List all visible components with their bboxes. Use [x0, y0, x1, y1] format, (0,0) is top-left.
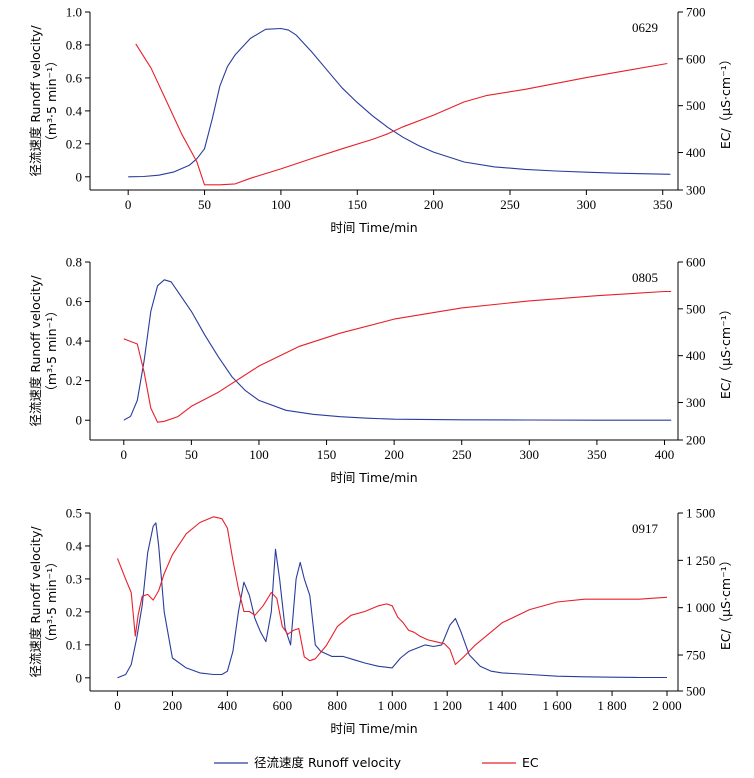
x-tick-label: 800: [328, 698, 348, 713]
y-left-tick-label: 0.1: [66, 637, 82, 652]
x-tick-label: 50: [185, 447, 198, 462]
y-left-tick-label: 0.2: [66, 604, 82, 619]
x-tick-label: 400: [655, 447, 675, 462]
x-tick-label: 1 200: [433, 698, 462, 713]
x-tick-label: 150: [348, 197, 368, 212]
series-ec-line: [135, 43, 668, 186]
y-left-axis-label: 径流速度 Runoff velocity/: [28, 25, 43, 177]
panel-0805: 0 50 100 150 200 250 300 350 400 0 0.2 0.4 0.6 0.8 200…: [28, 255, 733, 486]
series-runoff-line: [117, 522, 667, 679]
y-right-tick-label: 1 000: [686, 600, 715, 615]
x-tick-label: 0: [114, 698, 121, 713]
y-right-tick-label: 600: [686, 255, 706, 270]
series-runoff-line: [128, 27, 671, 178]
panel-0917: 0 200 400 600 800 1 000 1 200 1 400 1 600 1 800 2 …: [28, 506, 733, 737]
x-tick-label: 400: [218, 698, 238, 713]
y-left-axis-unit: （m³·5 min⁻¹）: [44, 555, 59, 648]
y-right-tick-label: 1 500: [686, 506, 715, 521]
x-tick-label: 150: [317, 447, 337, 462]
x-tick-label: 350: [653, 197, 673, 212]
series-runoff-line: [123, 279, 672, 421]
x-tick-label: 0: [125, 197, 132, 212]
y-right-tick-label: 300: [686, 395, 706, 410]
x-tick-label: 100: [271, 197, 291, 212]
x-tick-label: 250: [500, 197, 520, 212]
y-right-tick-label: 750: [686, 648, 706, 663]
y-left-tick-label: 0.2: [66, 373, 82, 388]
x-tick-label: 250: [452, 447, 472, 462]
y-left-tick-label: 0: [76, 169, 83, 184]
y-left-tick-label: 0.2: [66, 136, 82, 151]
x-tick-label: 200: [163, 698, 183, 713]
y-right-tick-label: 400: [686, 145, 706, 160]
x-tick-label: 200: [384, 447, 404, 462]
x-tick-label: 300: [520, 447, 540, 462]
y-left-tick-label: 0.5: [66, 506, 82, 521]
y-left-tick-label: 0.8: [66, 37, 82, 52]
y-left-tick-label: 0.8: [66, 255, 82, 270]
legend-label-ec: EC: [522, 755, 539, 770]
y-left-axis-label: 径流速度 Runoff velocity/: [28, 275, 43, 427]
x-tick-label: 1 400: [488, 698, 517, 713]
series-ec-line: [116, 516, 668, 666]
y-right-tick-label: 500: [686, 684, 706, 699]
x-tick-label: 2 000: [652, 698, 681, 713]
y-right-tick-label: 500: [686, 301, 706, 316]
x-tick-label: 1 000: [378, 698, 407, 713]
y-left-tick-label: 0.4: [66, 538, 83, 553]
x-axis-label: 时间 Time/min: [330, 721, 417, 736]
x-tick-label: 50: [198, 197, 211, 212]
x-axis-label: 时间 Time/min: [330, 470, 417, 485]
panel-title: 0917: [632, 521, 659, 536]
x-tick-label: 600: [273, 698, 293, 713]
x-tick-label: 200: [424, 197, 444, 212]
y-left-tick-label: 0: [76, 413, 83, 428]
y-right-tick-label: 400: [686, 348, 706, 363]
y-left-tick-label: 0: [76, 670, 83, 685]
x-tick-label: 1 800: [597, 698, 626, 713]
y-right-tick-label: 200: [686, 433, 706, 448]
panel-0629: 0 50 100 150 200 250 300 350 0 0.2 0.4 0.6 0.8 1.0 300…: [28, 5, 733, 236]
y-right-axis-label: EC/（μS·cm⁻¹）: [718, 53, 733, 149]
y-right-axis-label: EC/（μS·cm⁻¹）: [718, 303, 733, 399]
x-tick-label: 1 600: [542, 698, 571, 713]
y-left-axis-label: 径流速度 Runoff velocity/: [28, 526, 43, 678]
x-tick-label: 0: [121, 447, 128, 462]
legend-label-runoff: 径流速度 Runoff velocity: [254, 755, 402, 770]
y-right-tick-label: 500: [686, 98, 706, 113]
y-left-tick-label: 0.4: [66, 103, 83, 118]
y-right-tick-label: 300: [686, 183, 706, 198]
x-axis-label: 时间 Time/min: [330, 220, 417, 235]
y-left-axis-unit: （m³·5 min⁻¹）: [44, 304, 59, 397]
panel-title: 0629: [632, 20, 658, 35]
y-right-tick-label: 1 250: [686, 553, 715, 568]
y-right-axis-label: EC/（μS·cm⁻¹）: [718, 554, 733, 650]
legend: 径流速度 Runoff velocity EC: [214, 755, 539, 770]
panel-title: 0805: [632, 270, 658, 285]
y-left-tick-label: 0.3: [66, 571, 82, 586]
y-right-tick-label: 700: [686, 5, 706, 20]
series-ec-line: [123, 290, 672, 423]
x-tick-label: 300: [577, 197, 597, 212]
y-left-tick-label: 0.6: [66, 70, 83, 85]
y-right-tick-label: 600: [686, 51, 706, 66]
y-left-axis-unit: （m³·5 min⁻¹）: [44, 54, 59, 147]
y-left-tick-label: 1.0: [66, 5, 82, 20]
x-tick-label: 100: [249, 447, 269, 462]
x-tick-label: 350: [587, 447, 607, 462]
y-left-tick-label: 0.4: [66, 334, 83, 349]
y-left-tick-label: 0.6: [66, 294, 83, 309]
